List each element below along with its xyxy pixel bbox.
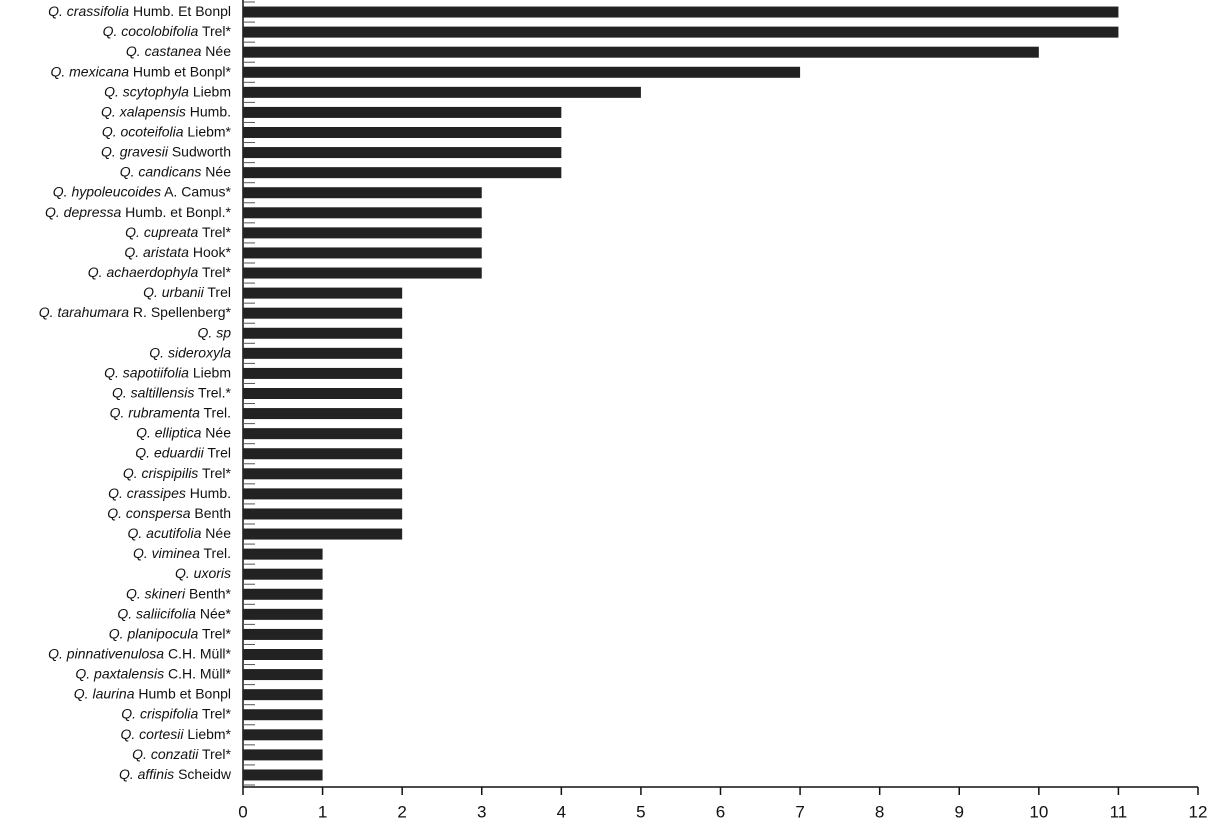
y-tick-label: Q. cocolobifolia Trel* (103, 23, 232, 39)
y-tick-label: Q. xalapensis Humb. (101, 103, 231, 119)
x-tick-label: 6 (716, 802, 725, 821)
bar (243, 307, 403, 319)
y-tick-label: Q. hypoleucoides A. Camus* (53, 183, 232, 199)
y-tick-label: Q. cortesii Liebm* (121, 726, 232, 742)
x-tick-label: 7 (795, 802, 804, 821)
bar (243, 528, 403, 540)
x-tick-label: 0 (238, 802, 247, 821)
bar (243, 548, 323, 560)
bar (243, 448, 403, 460)
y-tick-label: Q. castanea Née (126, 43, 231, 59)
bar (243, 669, 323, 681)
y-tick-label: Q. affinis Scheidw (119, 766, 232, 782)
y-tick-label: Q. saltillensis Trel.* (112, 384, 232, 400)
y-tick-label: Q. sp (198, 324, 232, 340)
y-tick-label: Q. cupreata Trel* (125, 224, 231, 240)
bar (243, 749, 323, 761)
bar (243, 508, 403, 520)
y-tick-label: Q. scytophyla Liebm (104, 83, 231, 99)
bar (243, 247, 482, 259)
bar (243, 408, 403, 420)
x-tick-label: 3 (477, 802, 486, 821)
y-tick-label: Q. conzatii Trel* (132, 746, 231, 762)
y-tick-label: Q. crispipilis Trel* (123, 465, 232, 481)
x-tick-label: 2 (397, 802, 406, 821)
bar (243, 86, 641, 98)
y-tick-label: Q. laurina Humb et Bonpl (74, 685, 231, 701)
bar (243, 187, 482, 199)
y-tick-label: Q. acutifolia Née (127, 525, 231, 541)
y-tick-label: Q. urbanii Trel (143, 284, 231, 300)
y-tick-label: Q. elliptica Née (136, 424, 231, 440)
bar (243, 127, 562, 138)
bar (243, 6, 1119, 18)
bar (243, 267, 482, 279)
y-tick-label: Q. aristata Hook* (124, 244, 231, 260)
y-tick-label: Q. conspersa Benth (107, 505, 231, 521)
bar (243, 568, 323, 580)
bar (243, 588, 323, 600)
bar (243, 227, 482, 239)
bar (243, 106, 562, 118)
x-tick-label: 5 (636, 802, 645, 821)
y-tick-label: Q. sapotiifolia Liebm (104, 364, 231, 380)
y-tick-label: Q. crassifolia Humb. Et Bonpl (48, 3, 231, 19)
x-tick-label: 11 (1110, 802, 1128, 821)
bar (243, 388, 403, 399)
bar (243, 66, 801, 78)
y-tick-label: Q. crassipes Humb. (108, 485, 231, 501)
y-tick-label: Q. uxoris (175, 565, 231, 581)
bar (243, 327, 403, 339)
bar (243, 367, 403, 379)
x-tick-label: 1 (318, 802, 327, 821)
bar (243, 207, 482, 219)
y-tick-label: Q. candicans Née (120, 163, 232, 179)
y-tick-label: Q. pinnativenulosa C.H. Müll* (48, 645, 231, 661)
x-tick-label: 12 (1189, 802, 1208, 821)
y-tick-label: Q. planipocula Trel* (109, 625, 232, 641)
y-tick-label: Q. saliicifolia Née* (117, 605, 231, 621)
bar (243, 689, 323, 701)
bar (243, 468, 403, 480)
y-tick-label: Q. tarahumara R. Spellenberg* (39, 304, 232, 320)
x-tick-label: 4 (557, 802, 566, 821)
x-tick-label: 10 (1029, 802, 1048, 821)
y-tick-label: Q. gravesii Sudworth (101, 143, 231, 159)
y-tick-label: Q. viminea Trel. (133, 545, 231, 561)
y-tick-label: Q. rubramenta Trel. (110, 404, 231, 420)
y-tick-label: Q. mexicana Humb et Bonpl* (50, 63, 231, 79)
y-tick-label: Q. crispifolia Trel* (121, 705, 231, 721)
bar (243, 628, 323, 640)
bar (243, 46, 1039, 58)
y-tick-label: Q. skineri Benth* (126, 585, 232, 601)
bar (243, 608, 323, 620)
bar (243, 147, 562, 159)
x-tick-label: 9 (955, 802, 964, 821)
y-tick-label: Q. achaerdophyla Trel* (88, 264, 232, 280)
bar (243, 729, 323, 741)
bar (243, 428, 403, 440)
bar (243, 26, 1119, 38)
y-tick-label: Q. sideroxyla (149, 344, 231, 360)
bar (243, 709, 323, 721)
bar (243, 488, 403, 500)
bar (243, 769, 323, 781)
bar (243, 649, 323, 660)
bar (243, 287, 403, 299)
bar (243, 167, 562, 179)
y-tick-label: Q. paxtalensis C.H. Müll* (75, 665, 231, 681)
x-tick-label: 8 (875, 802, 884, 821)
bar (243, 347, 403, 359)
y-tick-label: Q. depressa Humb. et Bonpl.* (45, 204, 232, 220)
y-tick-label: Q. ocoteifolia Liebm* (102, 123, 232, 139)
y-tick-label: Q. eduardii Trel (135, 444, 231, 460)
